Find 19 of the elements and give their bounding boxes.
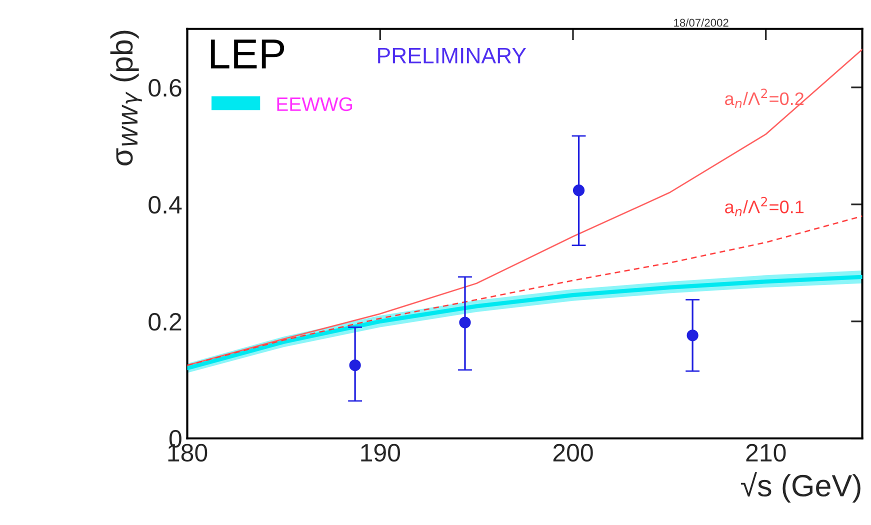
x-tick-label: 210 [746,444,786,462]
series-label: a$_{n}$/Λ$^{2}$=0.1 [725,196,804,216]
text: 18/07/2002 [674,18,728,27]
point [572,184,585,196]
series-label: a$_{n}$/Λ$^{2}$=0.2 [725,88,804,108]
y-tick-label: 0.2 [148,312,182,331]
point [349,359,361,372]
x-axis-title: √s (GeV) [741,472,860,503]
x-tick-label: 190 [361,444,400,462]
legend-label: EEWWG [277,97,352,112]
annotation: LEP [210,40,284,68]
point [686,330,698,342]
x-tick-label: 200 [553,444,593,462]
line-series [187,215,862,366]
y-tick-label: 0.4 [148,196,182,214]
y-axis-title: σ$_{WWγ}$ (pb) [110,30,142,166]
y-tick-label: 0.6 [148,78,182,97]
point [459,316,471,328]
annotation: PRELIMINARY [378,48,526,64]
